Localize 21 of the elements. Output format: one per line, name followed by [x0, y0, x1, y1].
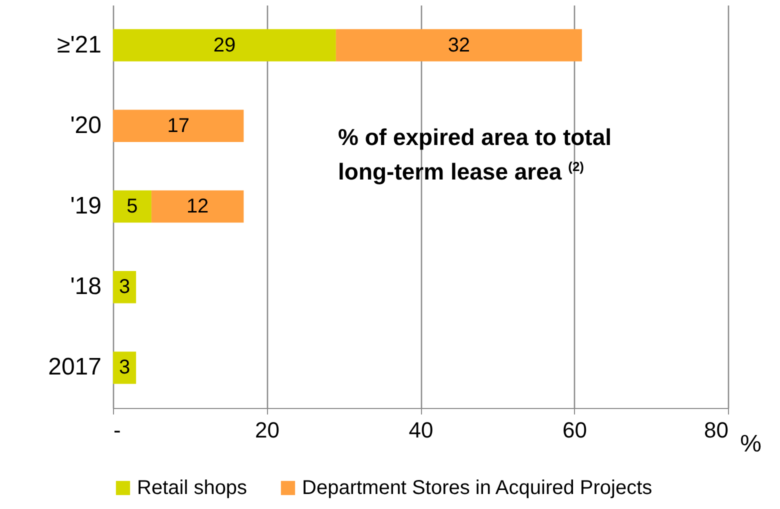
data-label: 32 — [448, 34, 470, 56]
y-tick-label: 2017 — [48, 354, 102, 381]
data-label: 17 — [167, 114, 190, 137]
y-tick-label: '19 — [70, 192, 102, 220]
legend-label: Department Stores in Acquired Projects — [302, 477, 652, 499]
x-tick-label: 40 — [408, 418, 434, 442]
y-tick-label: ≥'21 — [57, 31, 102, 58]
x-axis-title: % — [740, 430, 762, 458]
y-tick-label: '18 — [70, 273, 102, 300]
data-label: 3 — [118, 276, 130, 298]
data-label: 3 — [118, 356, 130, 379]
y-tick-label: '20 — [70, 112, 102, 139]
x-tick-label: 60 — [562, 418, 587, 442]
data-label: 5 — [126, 196, 138, 218]
x-tick-label: 80 — [704, 418, 728, 442]
x-tick-label: 20 — [255, 418, 280, 442]
legend-label: Retail shops — [137, 477, 248, 499]
data-label: 29 — [213, 34, 236, 56]
annotation: % of expired area to total long-term lease area $^{(2)}$ — [338, 123, 613, 187]
x-tick-label: - — [114, 418, 121, 442]
data-label: 12 — [186, 196, 209, 218]
